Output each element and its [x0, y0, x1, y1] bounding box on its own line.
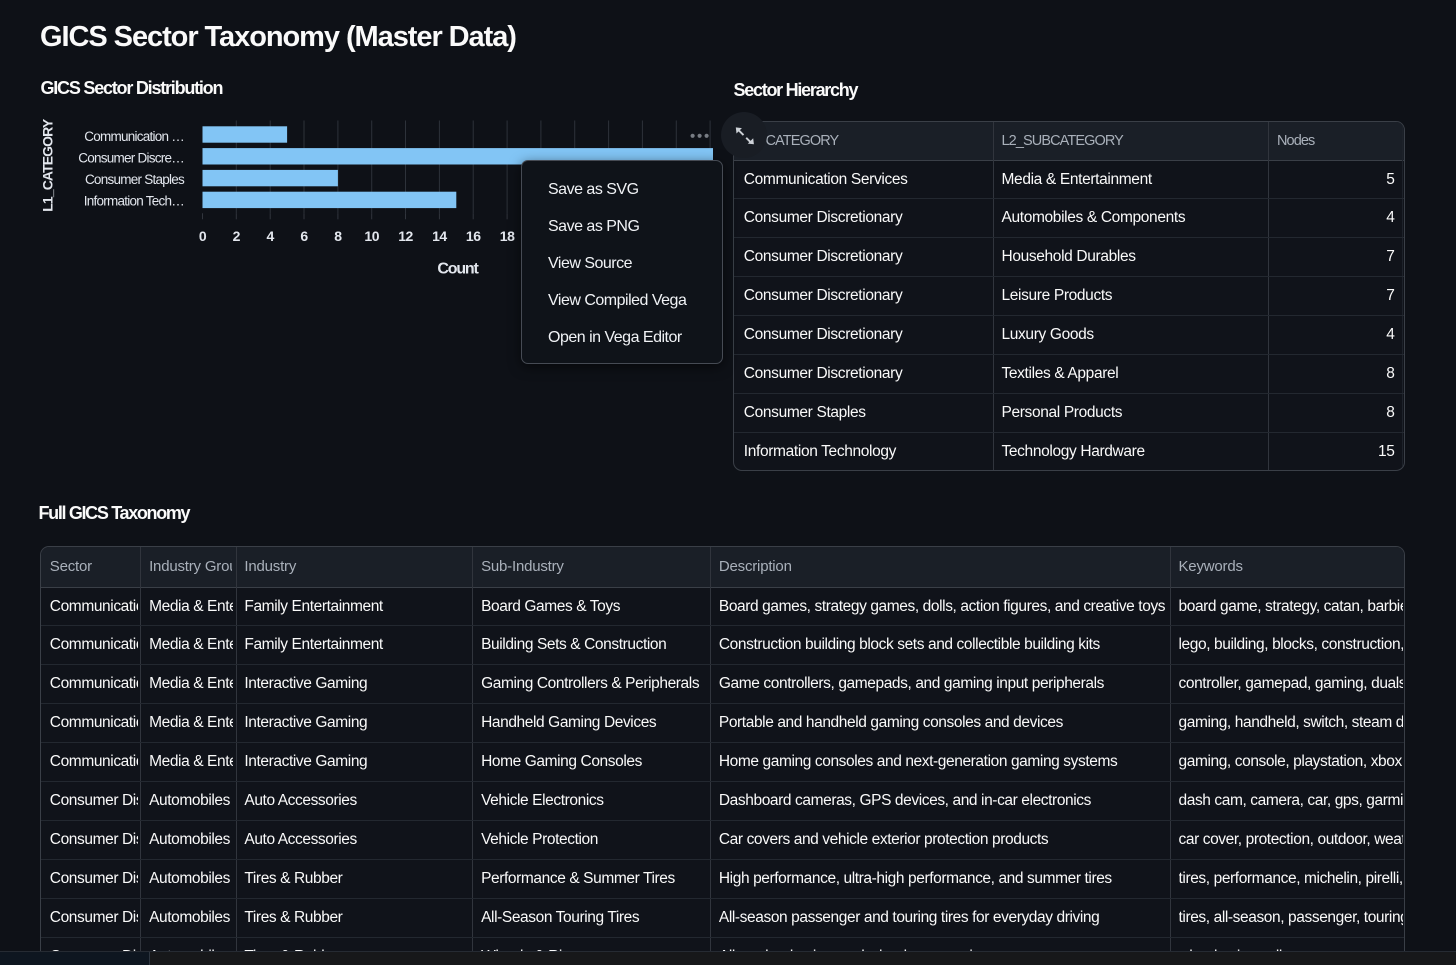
- svg-text:4: 4: [267, 228, 275, 244]
- svg-text:6: 6: [300, 228, 308, 244]
- svg-text:8: 8: [334, 228, 342, 244]
- svg-text:Count: Count: [437, 261, 479, 278]
- svg-text:Information Tech…: Information Tech…: [84, 193, 184, 208]
- svg-text:Consumer Discre…: Consumer Discre…: [78, 150, 184, 165]
- svg-text:Consumer Staples: Consumer Staples: [85, 172, 185, 187]
- svg-text:0: 0: [199, 228, 207, 244]
- svg-text:14: 14: [432, 228, 447, 244]
- svg-text:L1_CATEGORY: L1_CATEGORY: [40, 118, 56, 212]
- svg-text:18: 18: [500, 228, 515, 244]
- svg-text:Communication …: Communication …: [84, 129, 184, 144]
- svg-text:16: 16: [466, 228, 481, 244]
- svg-text:10: 10: [364, 228, 379, 244]
- svg-text:2: 2: [233, 228, 241, 244]
- svg-text:12: 12: [398, 228, 413, 244]
